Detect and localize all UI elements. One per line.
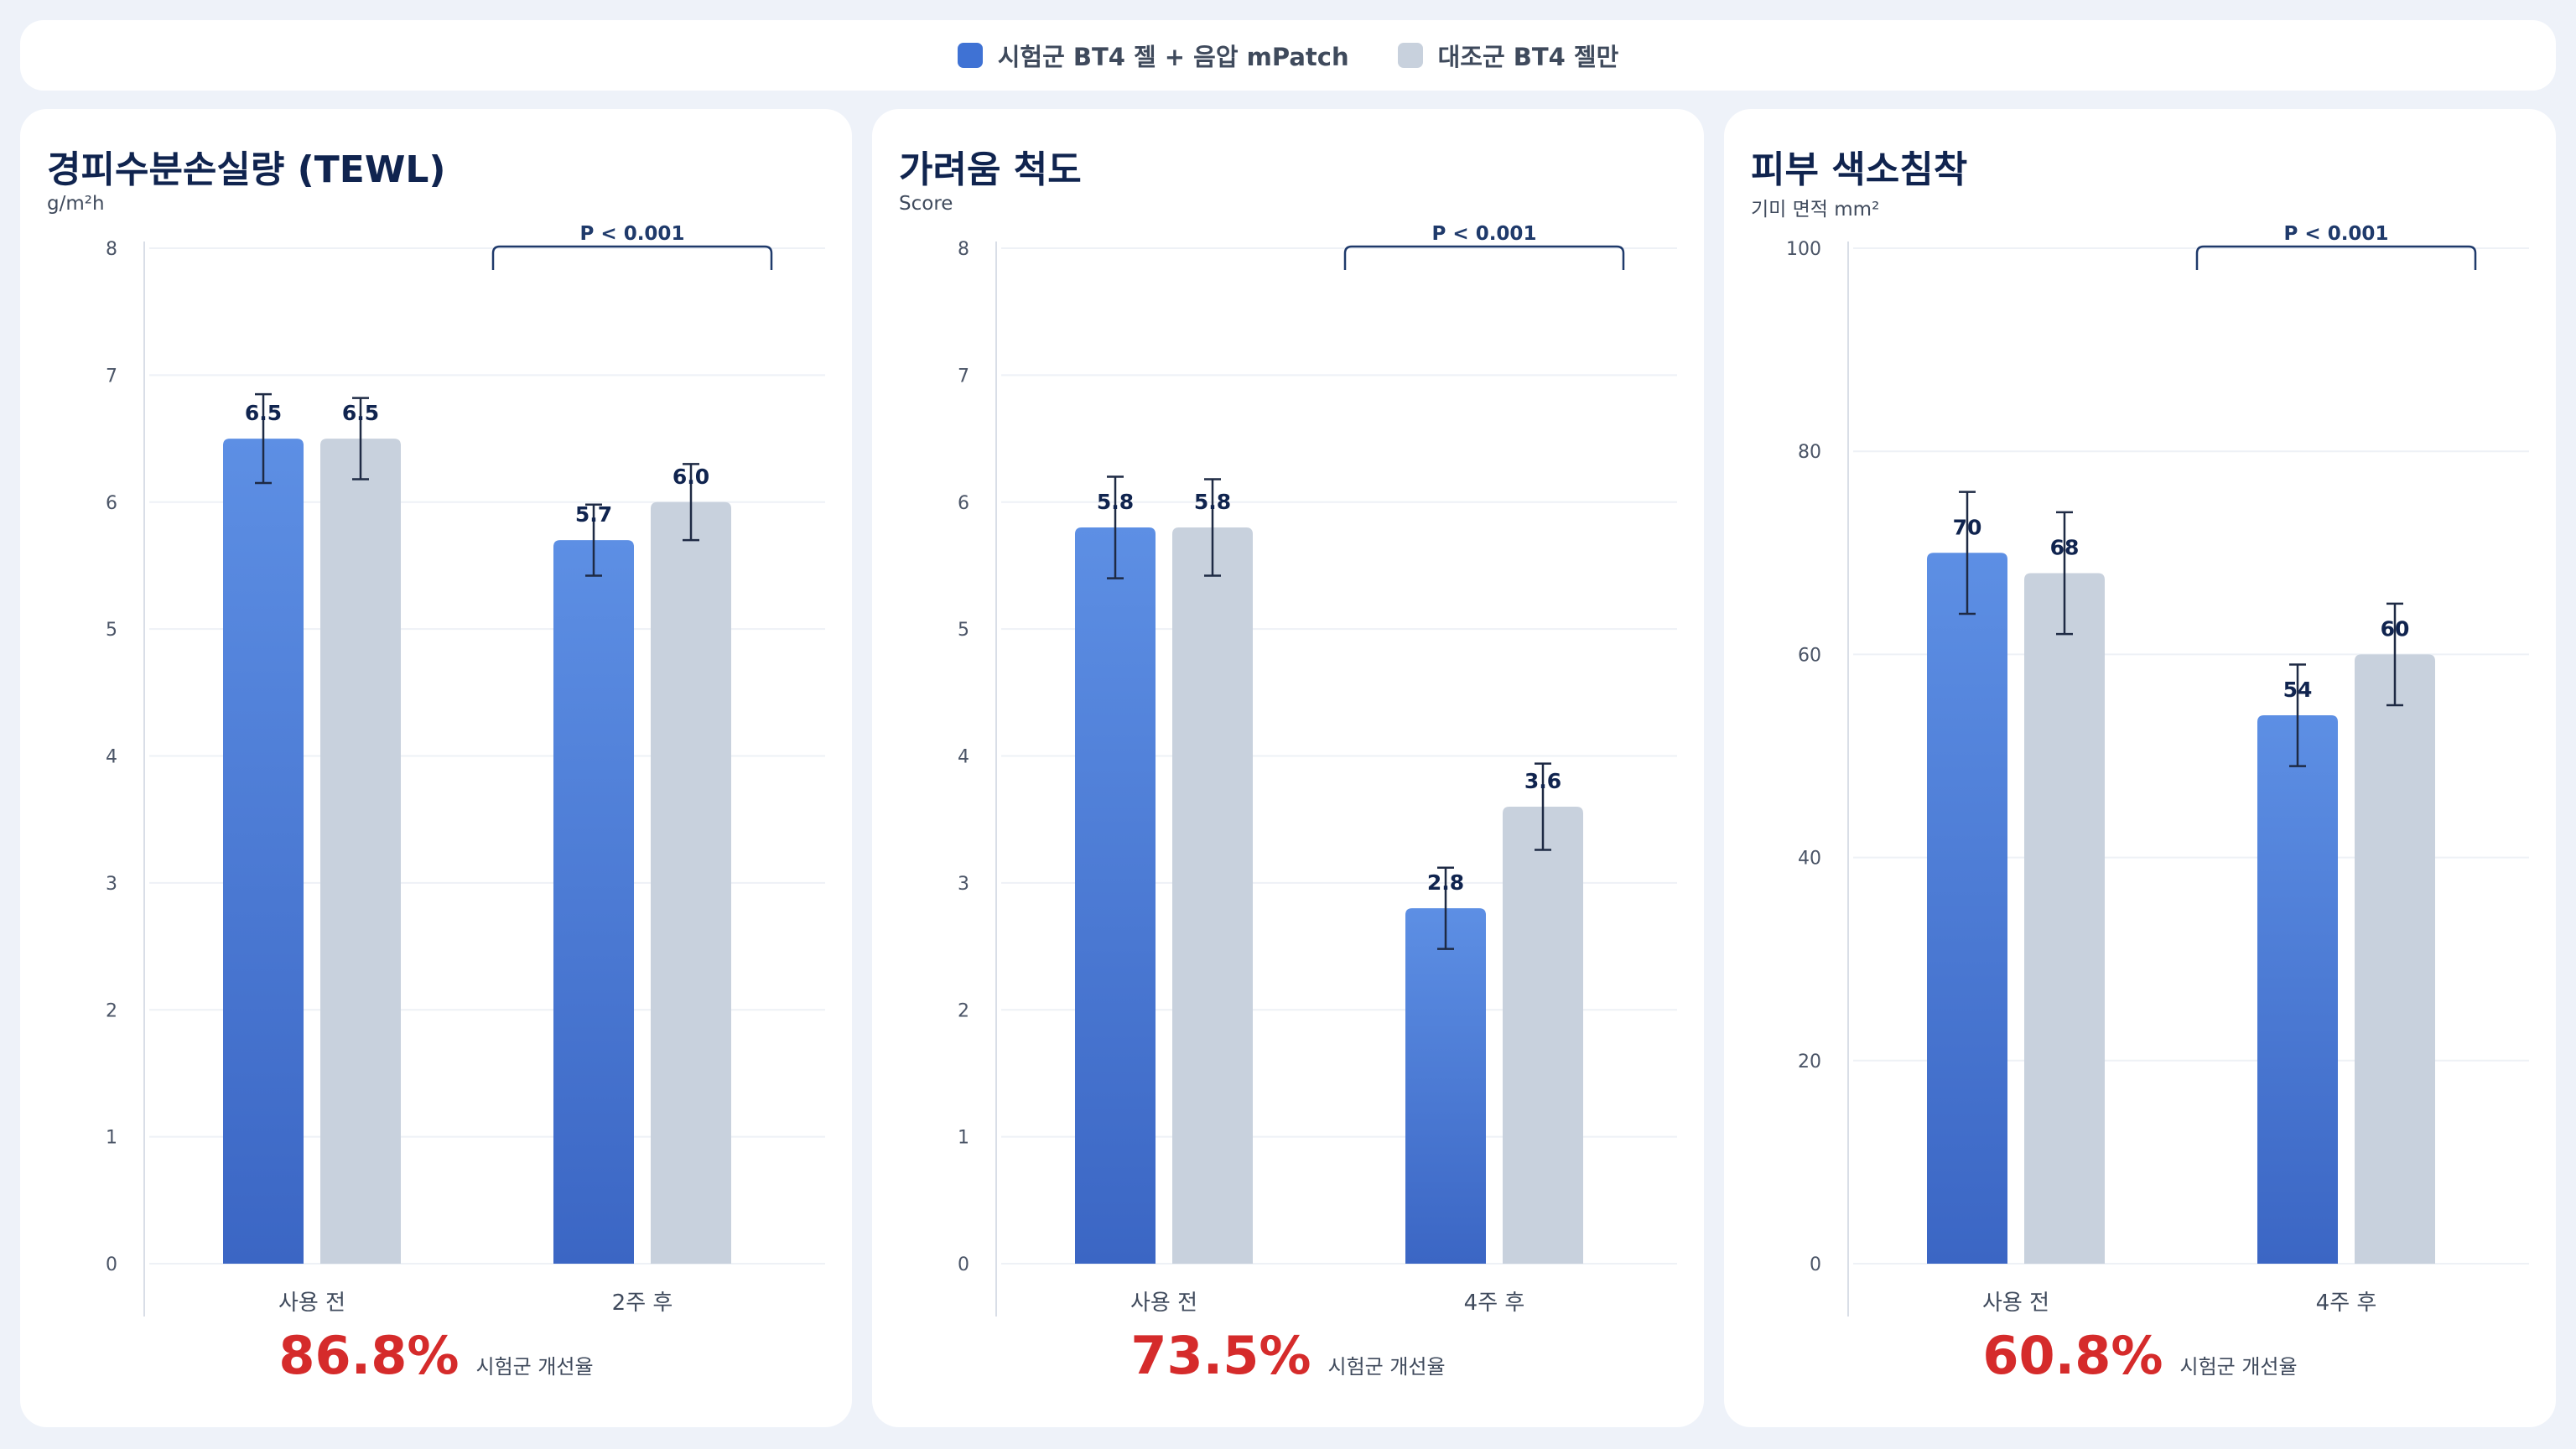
significance-label: P < 0.001 [2284,223,2389,245]
legend-label-test: 시험군 BT4 젤 + 음압 mPatch [997,43,1349,71]
y-tick-label: 5 [958,620,969,641]
y-tick-label: 6 [958,493,969,514]
y-tick-label: 0 [1810,1254,1821,1275]
bar-control [320,439,401,1264]
y-tick-label: 8 [106,239,117,260]
x-category-label: 4주 후 [2316,1291,2377,1316]
improvement-summary: 73.5% 시험군 개선율 [872,1325,1704,1386]
bar-control [2355,654,2435,1264]
bar-control [1503,807,1583,1264]
bar-test [1075,527,1156,1264]
data-label: 5.8 [1194,490,1231,514]
improvement-label: 시험군 개선율 [2179,1355,2298,1379]
bar-test [1927,553,2007,1264]
data-label: 60 [2381,616,2410,641]
legend-swatch-control [1397,43,1423,68]
y-tick-label: 100 [1786,239,1821,260]
bar-test [223,439,304,1264]
legend: 시험군 BT4 젤 + 음압 mPatch 대조군 BT4 젤만 [20,20,2556,91]
data-label: 3.6 [1524,769,1561,793]
y-unit-label: g/m²h [47,193,105,215]
legend-swatch-test [957,43,983,68]
significance-label: P < 0.001 [580,223,685,245]
chart-panel-itch: 가려움 척도 Score 0 1 2 3 4 5 6 7 8 5.8 5.8 사용 전 2.8 3.6 4주… [872,109,1704,1427]
improvement-value: 73.5% [1130,1325,1311,1386]
bar-control [651,501,731,1264]
data-label: 68 [2050,536,2080,560]
bar-test [2257,715,2338,1264]
chart-panel-tewl: 경피수분손실량 (TEWL) g/m²h 0 1 2 3 4 5 6 7 8 6.5 6.5 사용 전… [20,109,852,1427]
data-label: 70 [1953,515,1982,539]
y-tick-label: 0 [958,1254,969,1275]
y-tick-label: 2 [958,1000,969,1021]
y-tick-label: 80 [1798,442,1821,463]
x-category-label: 사용 전 [1130,1291,1197,1316]
improvement-label: 시험군 개선율 [1327,1355,1446,1379]
data-label: 2.8 [1427,870,1464,895]
data-label: 6.0 [673,465,709,489]
bar-chart-tewl: 0 1 2 3 4 5 6 7 8 6.5 6.5 사용 전 5.7 6.0 2주 후 P < 0.001 [106,223,825,1317]
data-label: 5.8 [1097,490,1134,514]
improvement-label: 시험군 개선율 [475,1355,594,1379]
significance-label: P < 0.001 [1432,223,1537,245]
y-tick-label: 7 [106,366,117,387]
y-unit-label: 기미 면적 mm² [1751,199,1880,221]
improvement-summary: 60.8% 시험군 개선율 [1724,1325,2556,1386]
chart-panel-pigmentation: 피부 색소침착 기미 면적 mm² 0 20 40 60 80 100 70 68 사용 전 54… [1724,109,2556,1427]
legend-item-test[interactable]: 시험군 BT4 젤 + 음압 mPatch [957,38,1349,73]
data-label: 5.7 [575,502,612,527]
panel-title: 경피수분손실량 (TEWL) [47,148,446,191]
x-category-label: 사용 전 [1982,1291,2049,1316]
significance-bracket [1343,245,1625,270]
improvement-summary: 86.8% 시험군 개선율 [20,1325,852,1386]
bar-chart-itch: 0 1 2 3 4 5 6 7 8 5.8 5.8 사용 전 2.8 3.6 4주 후 P < 0.001 [958,223,1677,1317]
y-tick-label: 60 [1798,645,1821,666]
y-tick-label: 6 [106,493,117,514]
panel-title: 피부 색소침착 [1751,148,1968,191]
y-tick-label: 40 [1798,849,1821,870]
y-tick-label: 1 [958,1128,969,1149]
y-unit-label: Score [899,193,953,215]
y-tick-label: 20 [1798,1052,1821,1072]
y-tick-label: 3 [958,874,969,895]
x-category-label: 2주 후 [612,1291,673,1316]
y-tick-label: 4 [106,747,117,768]
bar-test [553,540,634,1264]
y-tick-label: 4 [958,747,969,768]
y-tick-label: 1 [106,1128,117,1149]
y-tick-label: 2 [106,1000,117,1021]
improvement-value: 86.8% [278,1325,460,1386]
bar-test [1405,908,1486,1264]
bar-chart-pigmentation: 0 20 40 60 80 100 70 68 사용 전 54 60 4주 후 P < 0.001 [1786,223,2529,1317]
legend-item-control[interactable]: 대조군 BT4 젤만 [1397,38,1619,73]
y-tick-label: 8 [958,239,969,260]
significance-bracket [491,245,773,270]
y-tick-label: 0 [106,1254,117,1275]
bar-control [1172,527,1253,1264]
x-category-label: 4주 후 [1464,1291,1525,1316]
data-label: 54 [2283,678,2313,702]
y-tick-label: 5 [106,620,117,641]
legend-label-control: 대조군 BT4 젤만 [1437,43,1619,71]
significance-bracket [2195,245,2477,270]
bar-control [2024,573,2105,1264]
data-label: 6.5 [245,401,282,425]
improvement-value: 60.8% [1982,1325,2163,1386]
y-tick-label: 3 [106,874,117,895]
y-tick-label: 7 [958,366,969,387]
x-category-label: 사용 전 [278,1291,345,1316]
panel-title: 가려움 척도 [899,148,1082,191]
data-label: 6.5 [342,401,379,425]
